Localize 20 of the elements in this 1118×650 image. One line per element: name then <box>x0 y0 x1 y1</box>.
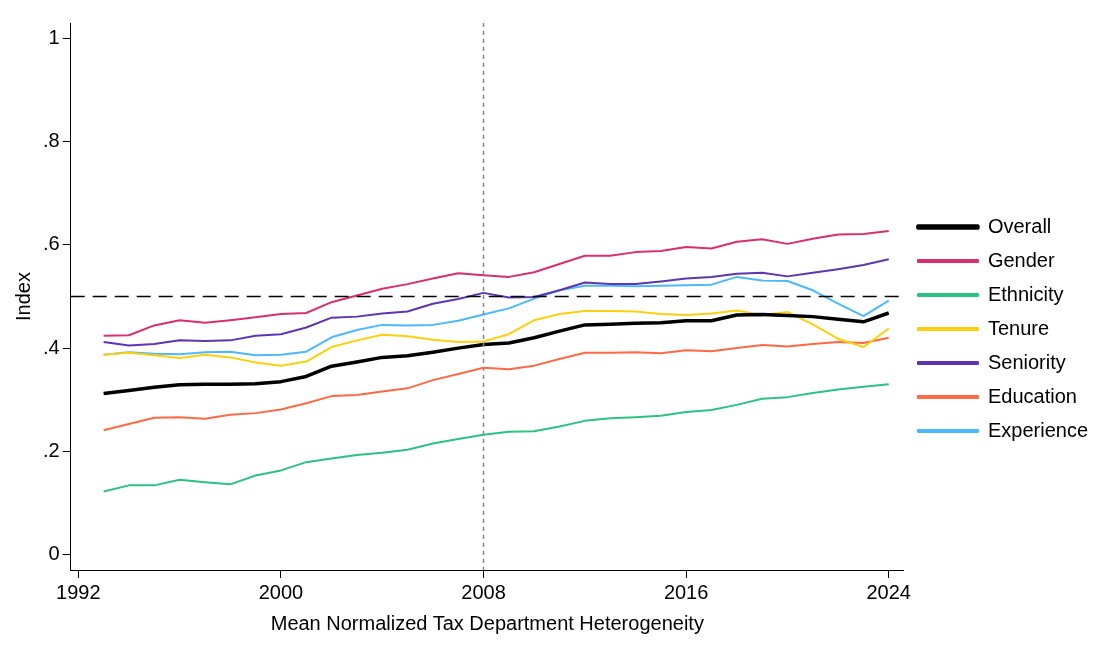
y-tick-label: 1 <box>48 26 60 48</box>
legend-label: Overall <box>987 214 1052 237</box>
legend-label: Education <box>987 384 1077 407</box>
y-tick-label: 0 <box>48 542 60 565</box>
legend-label: Seniority <box>987 350 1066 373</box>
x-axis-title: Mean Normalized Tax Department Heterogeneity <box>270 611 704 634</box>
legend-label: Tenure <box>987 316 1050 339</box>
x-tick-label: 1992 <box>56 580 101 603</box>
legend-label: Experience <box>987 418 1088 441</box>
legend-label: Gender <box>987 248 1055 271</box>
y-tick-label: .4 <box>42 335 60 358</box>
x-tick-label: 2016 <box>663 580 709 603</box>
y-tick-label: .6 <box>42 232 60 255</box>
x-tick-label: 2000 <box>258 580 304 603</box>
x-tick-label: 2008 <box>461 580 506 603</box>
y-axis-title: Index <box>11 272 34 321</box>
y-tick-label: .8 <box>42 129 60 152</box>
legend-label: Ethnicity <box>987 282 1064 305</box>
y-tick-label: .2 <box>42 438 60 461</box>
x-tick-label: 2024 <box>866 580 911 603</box>
